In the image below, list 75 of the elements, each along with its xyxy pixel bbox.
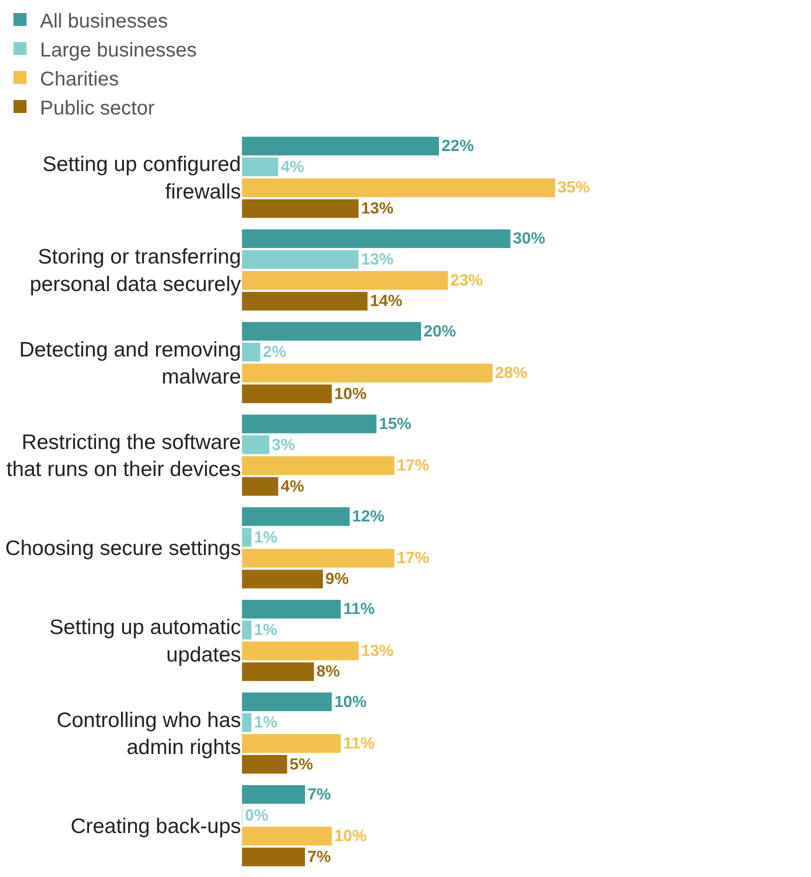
data-label: 7% — [308, 785, 331, 804]
data-label: 12% — [352, 508, 385, 526]
y-tick-label: Creating back-ups — [70, 815, 241, 838]
bar — [242, 178, 556, 198]
bar — [242, 199, 359, 218]
legend-label: Public sector — [40, 97, 155, 120]
data-label: 11% — [343, 600, 375, 618]
bar — [242, 692, 332, 712]
data-label: 1% — [254, 528, 278, 546]
data-label: 17% — [396, 456, 430, 475]
bar — [242, 136, 439, 156]
y-tick-label: Storing or transferring personal data securely — [30, 246, 242, 296]
data-label: 2% — [262, 343, 286, 362]
y-tick-label: Setting up configured firewalls — [42, 153, 241, 204]
data-label: 1% — [254, 621, 278, 640]
bar — [242, 713, 252, 732]
data-label: 17% — [396, 549, 430, 568]
bar — [242, 785, 306, 804]
legend-label: Large businesses — [40, 39, 197, 62]
data-label: 13% — [361, 200, 394, 218]
data-label: 20% — [424, 322, 456, 340]
data-label: 9% — [325, 570, 349, 588]
data-label: 10% — [334, 692, 367, 711]
bar — [242, 848, 306, 866]
y-tick-label: Restricting the software that runs on their devices — [6, 430, 241, 482]
bar — [242, 292, 368, 311]
bar — [242, 414, 376, 434]
y-tick-label: Controlling who has admin rights — [56, 708, 241, 760]
legend-label: All businesses — [40, 10, 168, 32]
bar — [242, 322, 422, 341]
bar — [242, 507, 350, 526]
bar — [242, 456, 394, 475]
bar — [242, 620, 252, 640]
y-tick-label: Setting up automatic updates — [50, 616, 241, 666]
data-label: 4% — [280, 477, 304, 496]
bar — [242, 662, 314, 682]
bar — [242, 528, 252, 547]
bar — [242, 158, 278, 176]
data-label: 1% — [254, 714, 278, 732]
bar — [242, 826, 332, 846]
data-label: 23% — [450, 271, 483, 290]
data-label: 13% — [361, 250, 394, 269]
bar — [242, 342, 260, 362]
legend-label: Charities — [40, 68, 119, 90]
bar — [242, 435, 270, 454]
y-tick-label: Choosing secure settings — [5, 537, 241, 560]
bar — [242, 548, 394, 568]
bar — [242, 600, 341, 619]
data-label: 5% — [290, 755, 314, 774]
bar — [242, 271, 448, 290]
bar — [242, 734, 341, 753]
data-label: 11% — [343, 734, 375, 752]
data-label: 30% — [512, 230, 546, 248]
data-label: 14% — [370, 292, 402, 310]
data-label: 28% — [495, 364, 528, 382]
data-label: 10% — [334, 827, 367, 846]
data-label: 7% — [308, 848, 331, 866]
data-label: 4% — [280, 158, 304, 176]
bar — [242, 384, 332, 404]
data-label: 13% — [361, 642, 394, 660]
data-label: 3% — [272, 436, 296, 454]
data-label: 10% — [334, 384, 367, 403]
data-label: 0% — [245, 806, 268, 824]
data-label: 8% — [316, 662, 340, 681]
bar — [242, 642, 359, 660]
data-label: 22% — [441, 137, 474, 156]
bar — [242, 570, 323, 588]
bar — [242, 754, 288, 774]
bar — [242, 364, 493, 382]
data-label: 15% — [378, 414, 412, 433]
data-label: 35% — [558, 178, 590, 197]
bar — [242, 229, 510, 248]
bar — [242, 477, 278, 496]
y-tick-label: Detecting and removing malware — [19, 338, 241, 389]
bar — [242, 250, 359, 269]
